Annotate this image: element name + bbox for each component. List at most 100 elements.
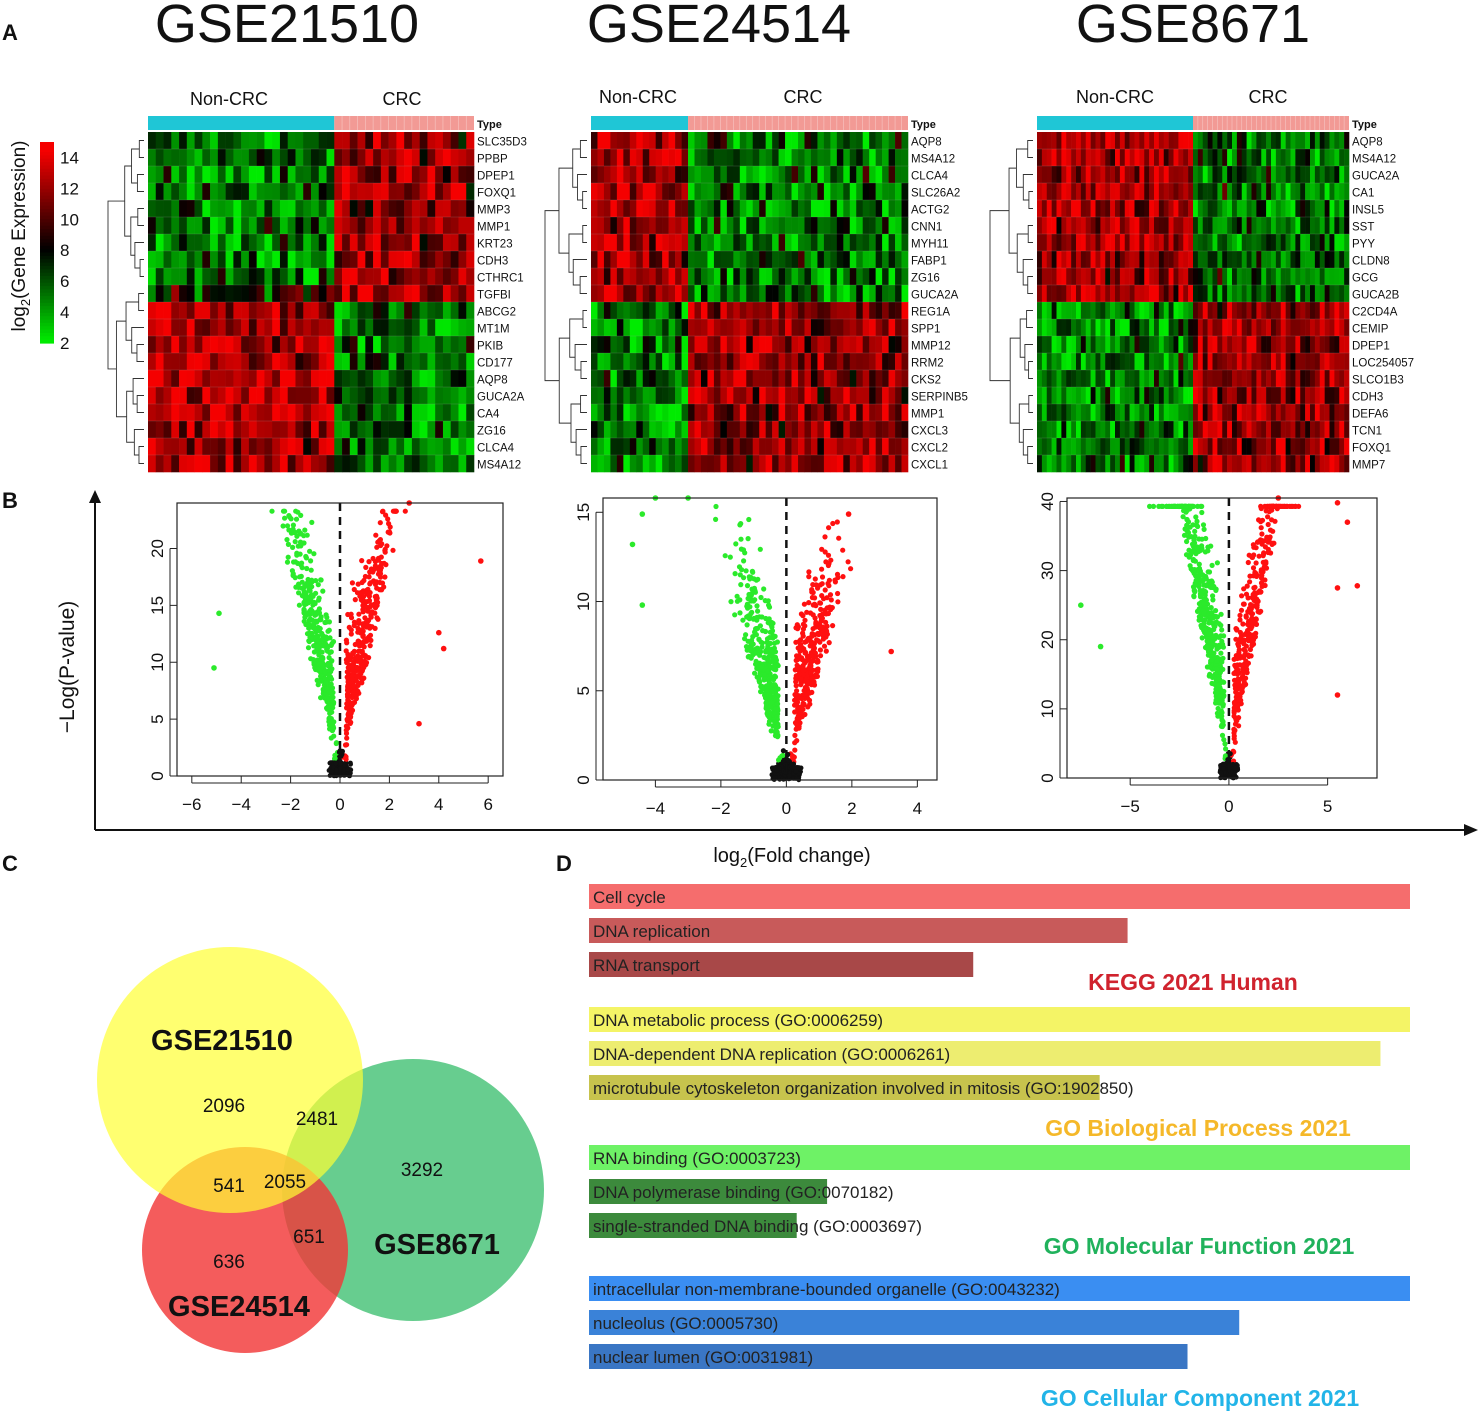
heatmap-cell (681, 455, 689, 473)
heatmap-cell (326, 370, 335, 388)
heatmap-cell (1324, 421, 1330, 439)
heatmap-cell (1236, 200, 1243, 218)
heatmap-cell (155, 285, 164, 303)
colorbar-step (40, 188, 54, 193)
heatmap-cell (901, 387, 909, 405)
heatmap-cell (194, 387, 203, 405)
heatmap-cell (148, 285, 157, 303)
heatmap-cell (1158, 455, 1165, 473)
heatmap-cell (1212, 217, 1218, 235)
heatmap-cell (163, 285, 172, 303)
heatmap-cell (901, 166, 909, 184)
heatmap-cell (442, 132, 452, 150)
heatmap-cell (1236, 438, 1243, 456)
heatmap-cell (610, 268, 618, 286)
heatmap-cell (843, 404, 851, 422)
heatmap-cell (675, 387, 682, 405)
heatmap-cell (1236, 370, 1243, 388)
dendrogram-branch (1019, 318, 1027, 358)
heatmap-cell (318, 166, 327, 184)
heatmap-cell (1227, 217, 1233, 235)
heatmap-cell (202, 132, 211, 150)
heatmap-cell (155, 251, 164, 269)
heatmap-cell (1129, 251, 1135, 269)
heatmap-cell (396, 183, 405, 201)
heatmap-cell (888, 217, 896, 235)
heatmap-cell (1256, 132, 1262, 150)
heatmap-cell (248, 149, 257, 167)
volcano-point (360, 643, 366, 649)
heatmap-cell (694, 251, 702, 269)
heatmap-cell (1154, 149, 1160, 167)
heatmap-cell (662, 285, 669, 303)
heatmap-cell (849, 149, 857, 167)
heatmap-cell (303, 166, 312, 184)
heatmap-cell (1217, 302, 1223, 320)
heatmap-cell (591, 149, 598, 167)
heatmap-cell (326, 336, 335, 354)
heatmap-cell (778, 404, 786, 422)
heatmap-cell (1158, 268, 1165, 286)
heatmap-cell (1134, 438, 1140, 456)
heatmap-cell (1227, 387, 1233, 405)
heatmap-cell (373, 353, 382, 371)
heatmap-cell (1290, 404, 1296, 422)
heatmap-cell (1275, 438, 1282, 456)
heatmap-cell (636, 438, 644, 456)
volcano-point (320, 686, 326, 692)
heatmap-cell (1188, 353, 1194, 371)
heatmap-cell (746, 455, 754, 473)
heatmap-cell (1037, 285, 1043, 303)
heatmap-cell (1305, 183, 1311, 201)
heatmap-cell (700, 234, 708, 252)
heatmap-cell (862, 251, 870, 269)
heatmap-cell (610, 353, 618, 371)
heatmap-cell (1154, 455, 1160, 473)
heatmap-cell (272, 353, 281, 371)
heatmap-cell (1344, 455, 1350, 473)
heatmap-cell (849, 370, 857, 388)
heatmap-cell (1183, 421, 1189, 439)
volcano-point (393, 508, 399, 514)
dendrogram-branch (568, 233, 583, 273)
heatmap-cell (823, 336, 831, 354)
volcano-point (326, 627, 332, 633)
heatmap-cell (225, 302, 234, 320)
heatmap-cell (843, 455, 851, 473)
heatmap-cell (1041, 234, 1048, 252)
heatmap-cell (1232, 455, 1238, 473)
points (211, 500, 484, 779)
heatmap-cell (739, 132, 747, 150)
heatmap-cell (1227, 302, 1233, 320)
heatmap-cell (1212, 387, 1218, 405)
heatmap-cell (836, 387, 844, 405)
heatmap-cell (688, 438, 695, 456)
heatmap-cell (435, 404, 444, 422)
heatmap-cell (675, 200, 682, 218)
heatmap-cell (1246, 421, 1252, 439)
volcano-point (363, 564, 369, 571)
heatmap-cell (1271, 166, 1277, 184)
heatmap-cell (1344, 387, 1350, 405)
x-tick-label: 0 (335, 795, 344, 814)
heatmap-cell (210, 200, 219, 218)
heatmap-cell (334, 251, 343, 269)
heatmap-cell (888, 251, 896, 269)
heatmap-cell (287, 438, 296, 456)
heatmap-cell (1261, 132, 1267, 150)
heatmap-cell (739, 149, 747, 167)
heatmap-cell (287, 268, 296, 286)
heatmap-cell (836, 438, 844, 456)
heatmap-cell (279, 455, 289, 473)
heatmap-cell (1188, 336, 1194, 354)
heatmap-cell (1305, 421, 1311, 439)
heatmap-cell (1129, 302, 1135, 320)
heatmap-cell (272, 336, 281, 354)
heatmap-cell (155, 132, 164, 150)
heatmap-cell (1222, 166, 1228, 184)
heatmap-cell (804, 132, 812, 150)
heatmap-cell (217, 302, 226, 320)
volcano-point (745, 654, 751, 660)
heatmap-cell (1095, 404, 1101, 422)
